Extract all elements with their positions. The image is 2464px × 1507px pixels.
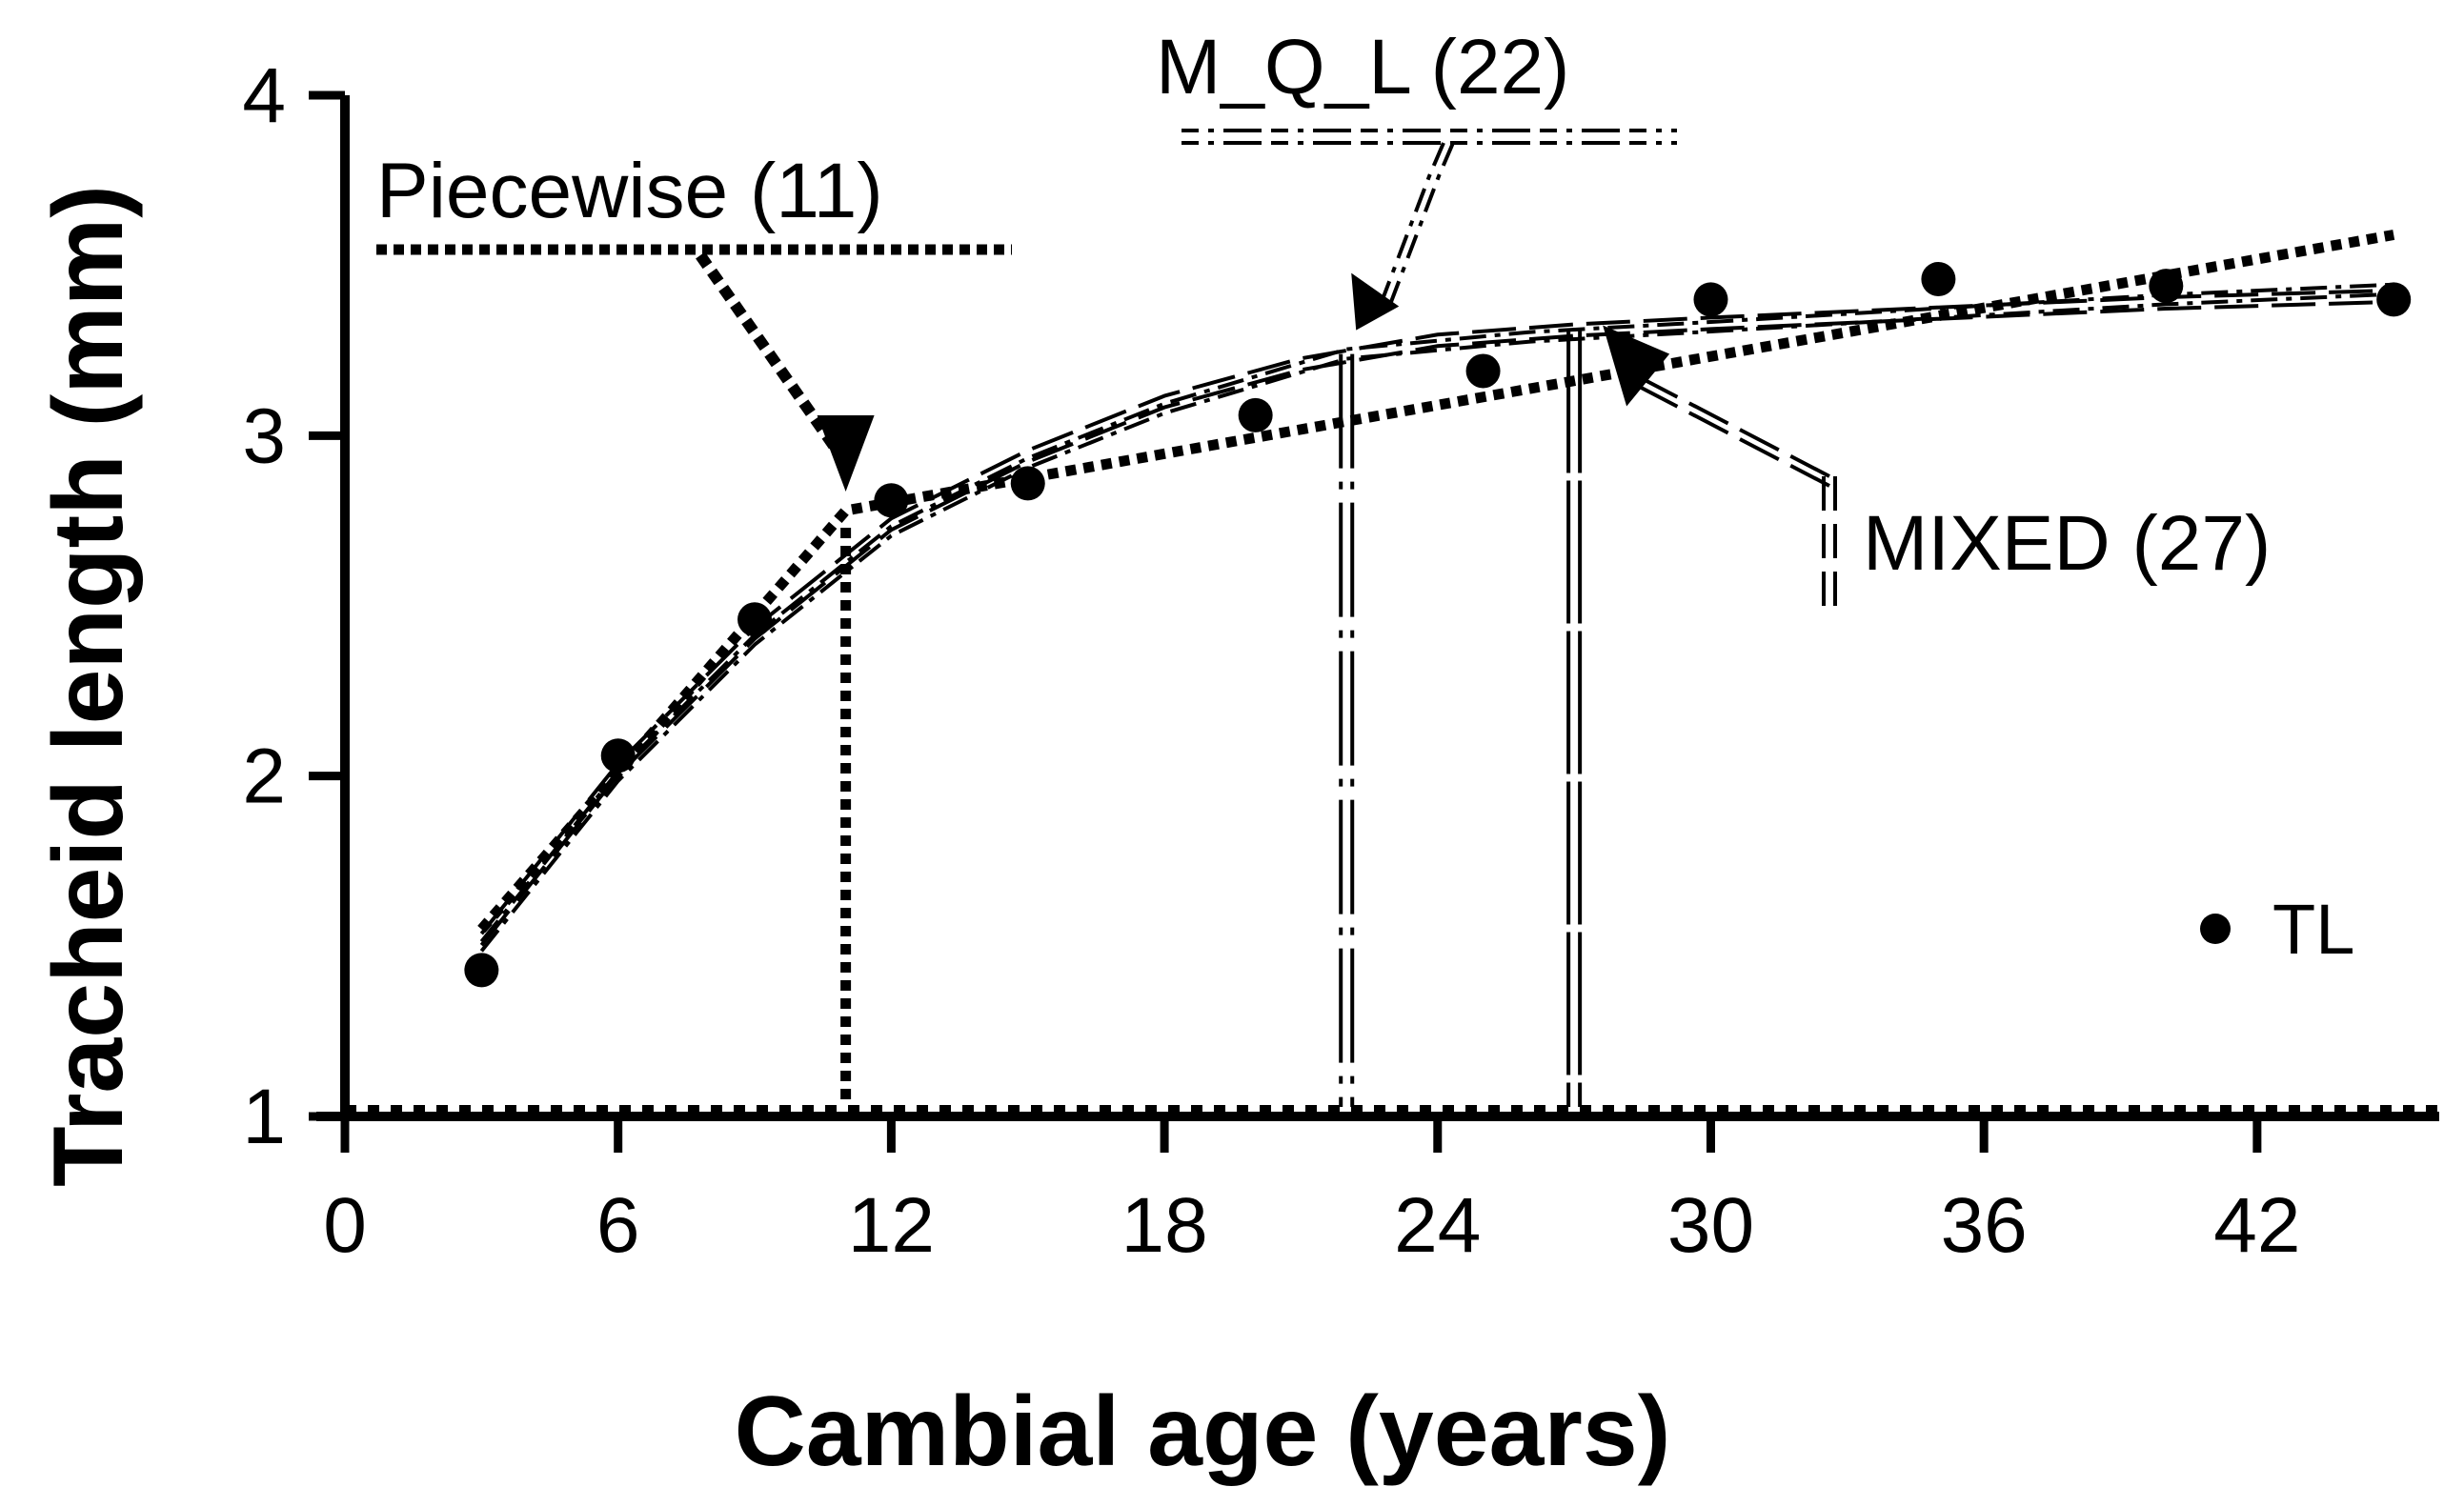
x-tick-label: 18 [1121,1182,1207,1269]
y-tick-label: 4 [242,52,286,139]
mixed-arrowhead [1603,325,1670,407]
mql-arrowhead [1351,272,1400,331]
tl-point [1465,353,1501,389]
x-ticks: 0 6 12 18 24 30 36 42 [323,1116,2300,1269]
annotation-arrows [696,142,1830,492]
tl-point [600,738,636,774]
mixed-arrow [1630,371,1830,478]
x-axis-title: Cambial age (years) [735,1376,1671,1487]
y-axis-title: Tracheid length (mm) [33,185,144,1187]
x-tick-label: 12 [848,1182,935,1269]
mql-arrow [1378,142,1445,308]
piecewise-arrow [696,251,851,468]
tl-point [1010,466,1045,501]
tl-point [1238,397,1273,432]
fit-line-m-q-l [479,291,2394,953]
piecewise-label: Piecewise (11) [376,148,883,234]
y-tick-label: 3 [242,392,286,479]
legend-label-tl: TL [2272,890,2354,969]
x-tick-label: 6 [596,1182,640,1269]
tl-point [1693,282,1728,317]
legend: TL [2200,890,2354,969]
fit-curves [477,230,2395,953]
axes [316,95,2439,1121]
fit-line-piecewise [477,230,2395,934]
tl-points [464,261,2412,988]
tl-point [2376,282,2412,317]
mql-arrow [1387,142,1455,308]
y-tick-label: 2 [242,733,286,820]
tl-point [464,953,499,988]
x-tick-label: 30 [1667,1182,1754,1269]
y-ticks: 1 2 3 4 [242,52,345,1160]
x-tick-label: 24 [1394,1182,1481,1269]
tl-point [1921,261,1956,296]
x-tick-label: 0 [323,1182,367,1269]
tl-point [2149,269,2184,304]
tl-point [874,483,909,518]
mql-label: M_Q_L (22) [1156,24,1569,111]
x-tick-label: 36 [1941,1182,2028,1269]
mixed-label: MIXED (27) [1863,500,2271,587]
tl-point [737,602,773,637]
legend-marker [2200,914,2231,944]
fit-line-mixed [479,299,2394,947]
mixed-arrow [1630,380,1830,488]
x-tick-label: 42 [2213,1182,2300,1269]
piecewise-arrowhead [817,414,875,492]
y-tick-label: 1 [242,1074,286,1160]
breakpoint-lines [840,330,1583,1107]
